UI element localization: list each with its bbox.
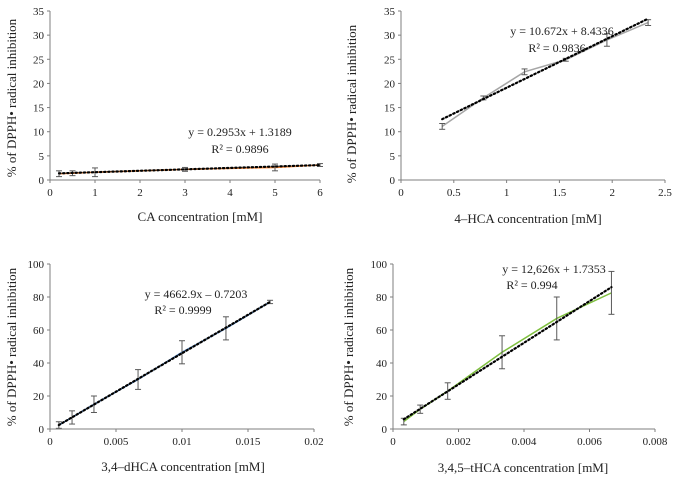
y-tick-label: 100 (28, 259, 45, 271)
r-squared-label: R² = 0.994 (506, 278, 557, 292)
x-tick-label: 2.5 (658, 187, 672, 199)
r-squared-label: R² = 0.9896 (211, 142, 268, 156)
trendline-line (57, 300, 272, 427)
y-axis-label: % of DPPH• radical inhibition (4, 267, 19, 426)
x-tick-labels: 0 1 2 3 4 5 6 (47, 187, 323, 199)
equation-label: y = 0.2953x + 1.3189 (188, 125, 292, 139)
y-tick-label: 20 (33, 391, 45, 403)
chart-panel-ca: 0 1 2 3 4 5 6 0 5 10 15 20 25 30 35 CA concentration … (4, 6, 323, 224)
trendline-line (441, 17, 650, 121)
trendline (57, 163, 322, 175)
y-tick-label: 20 (33, 78, 45, 90)
x-tick-label: 1 (504, 187, 510, 199)
x-tick-label: 2 (137, 187, 143, 199)
x-tick-label: 0 (390, 436, 396, 448)
x-tick-label: 1.5 (553, 187, 567, 199)
y-tick-label: 0 (39, 175, 45, 187)
x-tick-label: 5 (272, 187, 278, 199)
x-tick-labels: 0 0.005 0.01 0.015 0.02 (47, 436, 323, 448)
x-tick-label: 1 (92, 187, 98, 199)
x-tick-label: 0.004 (512, 436, 537, 448)
y-tick-label: 10 (33, 127, 45, 139)
axes (392, 264, 655, 430)
x-tick-label: 0.008 (643, 436, 668, 448)
x-tick-label: 0 (398, 187, 404, 199)
y-tick-labels: 0 20 40 60 80 100 (371, 259, 388, 436)
trendline-line (57, 163, 322, 175)
r-squared-label: R² = 0.9999 (154, 303, 211, 317)
y-tick-label: 25 (33, 54, 45, 66)
x-tick-label: 0 (47, 436, 53, 448)
x-tick-label: 3 (182, 187, 188, 199)
trendline-line (402, 286, 613, 421)
y-tick-label: 15 (33, 103, 45, 115)
x-tick-label: 0.005 (104, 436, 129, 448)
x-tick-label: 0.015 (236, 436, 261, 448)
y-tick-label: 40 (376, 358, 388, 370)
y-tick-label: 0 (39, 424, 45, 436)
y-axis-label: % of DPPH• radical inhibition (344, 24, 359, 183)
y-tick-label: 0 (390, 175, 396, 187)
x-tick-labels: 0 0.002 0.004 0.006 0.008 (390, 436, 668, 448)
x-tick-label: 0.01 (172, 436, 191, 448)
x-tick-label: 0 (47, 187, 53, 199)
y-tick-labels: 0 20 40 60 80 100 (28, 259, 45, 436)
trendline (402, 286, 613, 421)
y-tick-label: 100 (371, 259, 388, 271)
y-tick-label: 40 (33, 358, 45, 370)
trendline (441, 17, 650, 121)
x-tick-labels: 0 0.5 1 1.5 2 2.5 (398, 187, 672, 199)
y-tick-label: 35 (384, 6, 396, 18)
equation-label: y = 10.672x + 8.4336 (510, 24, 614, 38)
x-tick-label: 4 (227, 187, 233, 199)
equation-label: y = 4662.9x – 0.7203 (145, 287, 248, 301)
trendline (57, 300, 272, 427)
r-squared-label: R² = 0.9836 (528, 41, 585, 55)
x-tick-label: 0.02 (304, 436, 323, 448)
x-axis-label: 3,4–dHCA concentration [mM] (101, 459, 265, 474)
y-tick-label: 20 (376, 391, 388, 403)
y-tick-label: 0 (382, 424, 388, 436)
chart-panel-34dhca: 0 0.005 0.01 0.015 0.02 0 20 40 60 80 100 3,4–dHC… (4, 259, 324, 474)
y-tick-label: 20 (384, 78, 396, 90)
y-tick-label: 60 (33, 325, 45, 337)
y-axis-label: % of DPPH• radical inhibition (341, 267, 356, 426)
x-tick-label: 0.006 (577, 436, 602, 448)
axes (49, 264, 314, 430)
y-tick-label: 15 (384, 103, 396, 115)
x-tick-label: 6 (317, 187, 323, 199)
y-tick-label: 5 (39, 151, 45, 163)
x-axis-label: CA concentration [mM] (138, 209, 263, 224)
y-tick-label: 25 (384, 54, 396, 66)
x-tick-label: 0.5 (447, 187, 461, 199)
x-axis-label: 3,4,5–tHCA concentration [mM] (438, 460, 608, 475)
y-tick-label: 10 (384, 127, 396, 139)
equation-label: y = 12,626x + 1.7353 (502, 262, 606, 276)
y-tick-label: 80 (376, 292, 388, 304)
axes (49, 11, 320, 181)
y-tick-label: 35 (33, 6, 45, 18)
axes (400, 11, 665, 181)
x-axis-label: 4–HCA concentration [mM] (454, 211, 601, 226)
y-tick-labels: 0 5 10 15 20 25 30 35 (384, 6, 396, 187)
chart-panel-4hca: 0 0.5 1 1.5 2 2.5 0 5 10 15 20 25 30 35 4–HCA concen… (344, 6, 672, 226)
y-tick-label: 80 (33, 292, 45, 304)
y-tick-label: 60 (376, 325, 388, 337)
y-tick-labels: 0 5 10 15 20 25 30 35 (33, 6, 45, 187)
x-tick-label: 0.002 (446, 436, 471, 448)
y-tick-label: 30 (384, 30, 396, 42)
chart-panel-345thca: 0 0.002 0.004 0.006 0.008 0 20 40 60 80 100 3,4,5… (341, 259, 668, 475)
y-tick-label: 5 (390, 151, 396, 163)
y-tick-label: 30 (33, 30, 45, 42)
x-tick-label: 2 (609, 187, 615, 199)
y-axis-label: % of DPPH• radical inhibition (4, 18, 19, 177)
